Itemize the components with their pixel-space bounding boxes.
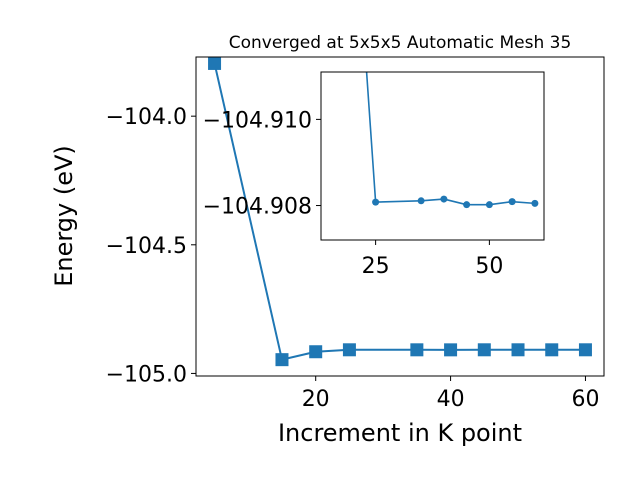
inset-data-point bbox=[372, 198, 380, 206]
inset-series-line bbox=[365, 72, 535, 206]
main-data-point bbox=[275, 353, 289, 367]
main-data-point bbox=[511, 343, 525, 357]
main-y-tick-label: −104.0 bbox=[106, 105, 187, 130]
main-y-tick-label: −104.5 bbox=[106, 234, 187, 259]
inset-y-ticks: −104.910 −104.908 bbox=[203, 108, 321, 220]
inset-data-point bbox=[531, 199, 539, 207]
inset-x-ticks: 25 50 bbox=[362, 240, 503, 279]
main-x-tick-label: 60 bbox=[571, 387, 599, 412]
main-y-ticks: −105.0 −104.5 −104.0 bbox=[106, 105, 196, 387]
inset-axes: 25 50 −104.910 −104.908 bbox=[203, 71, 545, 279]
main-y-tick-label: −105.0 bbox=[106, 362, 187, 387]
inset-data-point bbox=[485, 201, 493, 209]
inset-data-point bbox=[417, 197, 425, 205]
main-data-point bbox=[342, 343, 356, 357]
inset-x-tick-label: 50 bbox=[475, 254, 503, 279]
main-x-tick-label: 20 bbox=[302, 387, 330, 412]
main-data-point bbox=[477, 343, 491, 357]
x-axis-label: Increment in K point bbox=[278, 419, 522, 447]
main-data-point bbox=[309, 345, 323, 359]
main-x-tick-label: 40 bbox=[437, 387, 465, 412]
main-data-point bbox=[410, 343, 424, 357]
main-data-point bbox=[444, 343, 458, 357]
inset-x-tick-label: 25 bbox=[362, 254, 390, 279]
inset-plot-area bbox=[321, 72, 544, 240]
main-data-point bbox=[578, 343, 592, 357]
inset-y-tick-label: −104.910 bbox=[203, 108, 312, 133]
main-plot-frame bbox=[195, 56, 605, 377]
main-x-ticks: 20 40 60 bbox=[302, 376, 599, 412]
inset-data-point bbox=[463, 201, 471, 209]
inset-data-point bbox=[508, 198, 516, 206]
inset-y-tick-label: −104.908 bbox=[203, 195, 312, 220]
main-data-point bbox=[545, 343, 559, 357]
inset-series-group bbox=[365, 72, 539, 209]
main-data-point bbox=[208, 57, 222, 70]
y-axis-label: Energy (eV) bbox=[50, 145, 78, 287]
main-series-line bbox=[213, 63, 586, 361]
main-series-group bbox=[208, 57, 592, 367]
inset-plot-frame bbox=[320, 71, 545, 241]
inset-data-point bbox=[440, 195, 448, 203]
chart-title: Converged at 5x5x5 Automatic Mesh 35 bbox=[229, 33, 572, 53]
